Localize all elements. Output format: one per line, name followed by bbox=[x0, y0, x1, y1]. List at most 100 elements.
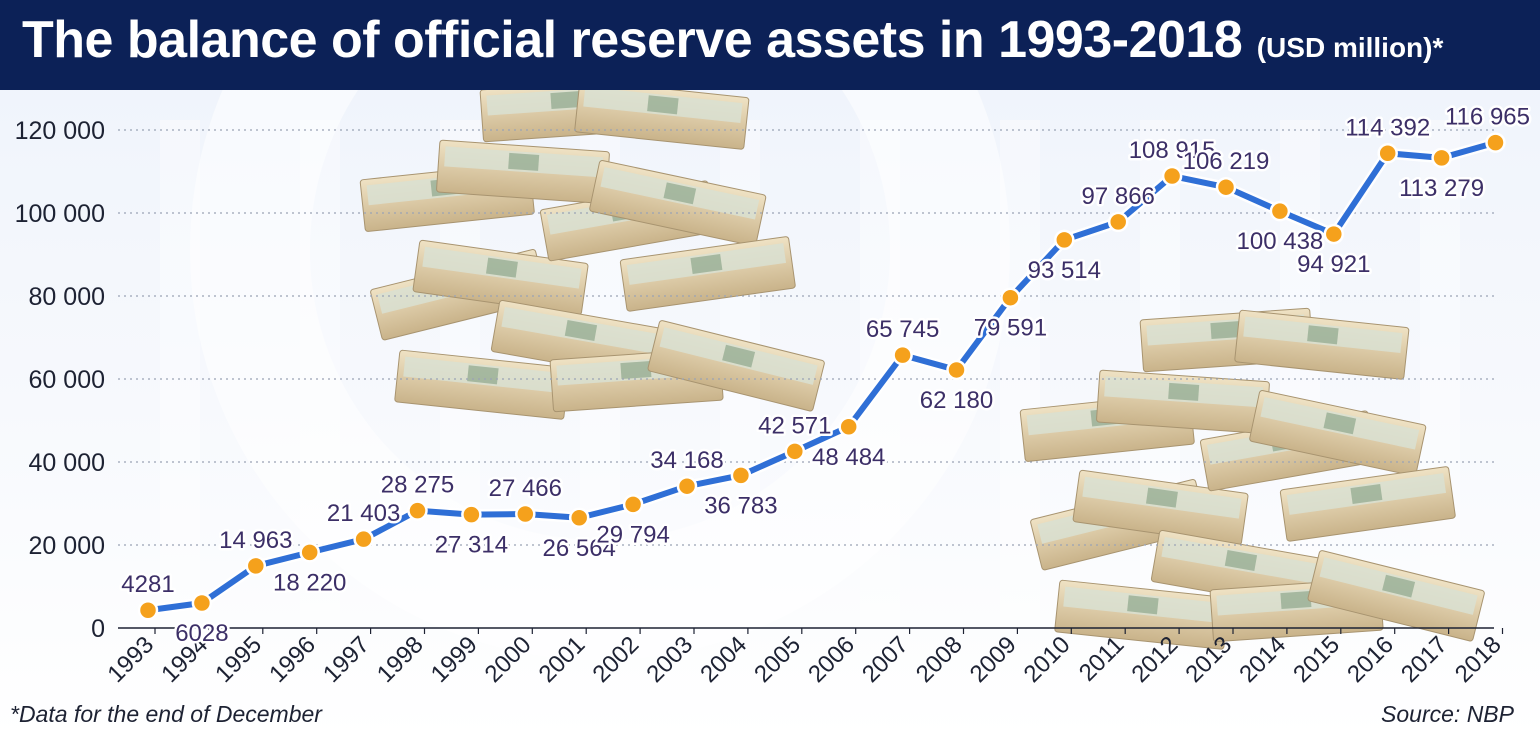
banknote-portrait bbox=[690, 254, 723, 275]
banknote-portrait bbox=[550, 91, 582, 110]
banknote-bundle bbox=[394, 349, 570, 420]
y-tick-label: 80 000 bbox=[29, 283, 105, 311]
data-point bbox=[245, 555, 267, 577]
banknote-stack-left bbox=[359, 90, 825, 420]
data-label: 48 484 bbox=[812, 444, 885, 471]
banknote-portrait bbox=[1382, 574, 1416, 598]
data-label: 94 921 bbox=[1297, 251, 1370, 278]
data-point bbox=[1323, 223, 1345, 245]
data-point bbox=[407, 500, 428, 521]
data-point bbox=[299, 542, 320, 563]
banknote-portrait bbox=[1307, 325, 1339, 345]
data-point bbox=[1377, 143, 1398, 164]
background-stripe bbox=[160, 120, 200, 620]
x-tick-label: 2006 bbox=[803, 631, 860, 688]
banknote-bundle bbox=[574, 90, 750, 150]
data-label: 6028 bbox=[175, 620, 228, 647]
data-point bbox=[191, 592, 213, 614]
banknote-portrait bbox=[508, 152, 540, 171]
data-point bbox=[676, 475, 698, 497]
data-label: 27 466 bbox=[489, 475, 562, 502]
banknote-bundle bbox=[619, 236, 796, 312]
x-tick-label: 2005 bbox=[749, 631, 806, 688]
data-label: 29 794 bbox=[596, 521, 669, 548]
data-label: 36 783 bbox=[704, 492, 777, 519]
y-tick-label: 100 000 bbox=[15, 200, 105, 228]
banknote-portrait bbox=[1127, 595, 1159, 615]
data-point bbox=[1161, 165, 1183, 187]
background-decoration bbox=[160, 90, 1485, 660]
banknote-bundle bbox=[1307, 550, 1485, 642]
banknote-bundle bbox=[589, 160, 767, 247]
data-label: 21 403 bbox=[327, 500, 400, 527]
banknote-portrait bbox=[1224, 550, 1258, 572]
banknote-portrait bbox=[467, 365, 499, 385]
x-tick-label: 2007 bbox=[857, 631, 914, 688]
background-stripe bbox=[300, 120, 340, 620]
data-label: 26 564 bbox=[542, 535, 615, 562]
data-label: 27 314 bbox=[435, 532, 508, 559]
data-label: 4281 bbox=[121, 571, 174, 598]
data-label: 28 275 bbox=[381, 472, 454, 499]
banknote-portrait bbox=[620, 361, 652, 380]
data-label: 18 220 bbox=[273, 569, 346, 596]
x-tick-label: 1998 bbox=[372, 631, 429, 688]
footnote: *Data for the end of December bbox=[10, 701, 322, 727]
data-point bbox=[1107, 211, 1129, 233]
data-point bbox=[461, 504, 482, 525]
data-point bbox=[730, 465, 752, 486]
banknote-portrait bbox=[1210, 321, 1242, 340]
source-note: Source: NBP bbox=[1381, 701, 1514, 727]
chart-title-unit: (USD million)* bbox=[1256, 32, 1444, 63]
banknote-portrait bbox=[722, 344, 756, 368]
x-tick-label: 2009 bbox=[965, 631, 1022, 688]
data-point bbox=[1054, 229, 1075, 251]
banknote-portrait bbox=[1323, 412, 1357, 435]
data-point bbox=[784, 441, 806, 462]
data-label: 116 965 bbox=[1445, 104, 1530, 131]
y-tick-label: 60 000 bbox=[29, 366, 105, 394]
title-bar: The balance of official reserve assets i… bbox=[0, 0, 1540, 90]
x-tick-label: 2015 bbox=[1288, 631, 1345, 688]
chart-title-text: The balance of official reserve assets i… bbox=[22, 11, 1243, 69]
data-label: 108 915 bbox=[1129, 137, 1216, 164]
watermark-circle bbox=[190, 90, 1010, 660]
x-tick-label: 2018 bbox=[1450, 631, 1507, 688]
banknote-portrait bbox=[647, 95, 679, 115]
x-tick-label: 2008 bbox=[911, 631, 968, 688]
x-tick-label: 2010 bbox=[1019, 631, 1076, 688]
data-point bbox=[568, 507, 590, 529]
data-point bbox=[892, 344, 913, 366]
y-tick-label: 0 bbox=[91, 615, 105, 643]
banknote-bundle bbox=[1249, 390, 1427, 477]
banknote-bundle bbox=[436, 139, 610, 205]
banknote-portrait bbox=[663, 182, 697, 205]
data-label: 79 591 bbox=[974, 315, 1047, 342]
x-axis: 1993199419951996199719981999200020012002… bbox=[102, 627, 1507, 688]
data-label: 93 514 bbox=[1028, 257, 1101, 284]
data-point bbox=[838, 416, 859, 438]
data-label: 62 180 bbox=[920, 387, 993, 414]
banknote-portrait bbox=[1168, 382, 1200, 401]
data-point bbox=[1485, 132, 1506, 153]
data-label: 100 438 bbox=[1237, 228, 1324, 255]
banknote-portrait bbox=[564, 320, 598, 342]
y-axis: 0 20 000 40 000 60 000 80 000 100 000 120 000 bbox=[15, 117, 105, 643]
data-label: 113 279 bbox=[1399, 175, 1484, 202]
data-point bbox=[1000, 287, 1021, 308]
x-tick-label: 1997 bbox=[318, 631, 375, 688]
x-tick-label: 2017 bbox=[1396, 631, 1453, 688]
y-tick-label: 20 000 bbox=[29, 532, 105, 560]
banknote-bundle bbox=[647, 320, 825, 412]
data-label: 97 866 bbox=[1081, 183, 1154, 210]
data-point bbox=[1215, 176, 1237, 198]
data-point bbox=[1431, 147, 1452, 169]
background-stripe bbox=[1000, 120, 1040, 620]
x-tick-label: 2011 bbox=[1074, 631, 1130, 687]
banknote-portrait bbox=[1145, 487, 1178, 508]
x-tick-label: 1996 bbox=[264, 631, 321, 688]
banknote-bundle bbox=[1096, 369, 1270, 435]
banknote-bundle bbox=[1054, 579, 1230, 650]
